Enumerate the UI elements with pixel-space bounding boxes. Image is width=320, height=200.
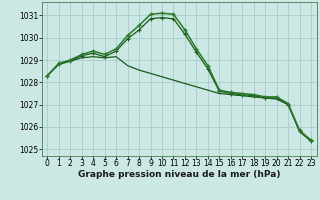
- X-axis label: Graphe pression niveau de la mer (hPa): Graphe pression niveau de la mer (hPa): [78, 170, 280, 179]
